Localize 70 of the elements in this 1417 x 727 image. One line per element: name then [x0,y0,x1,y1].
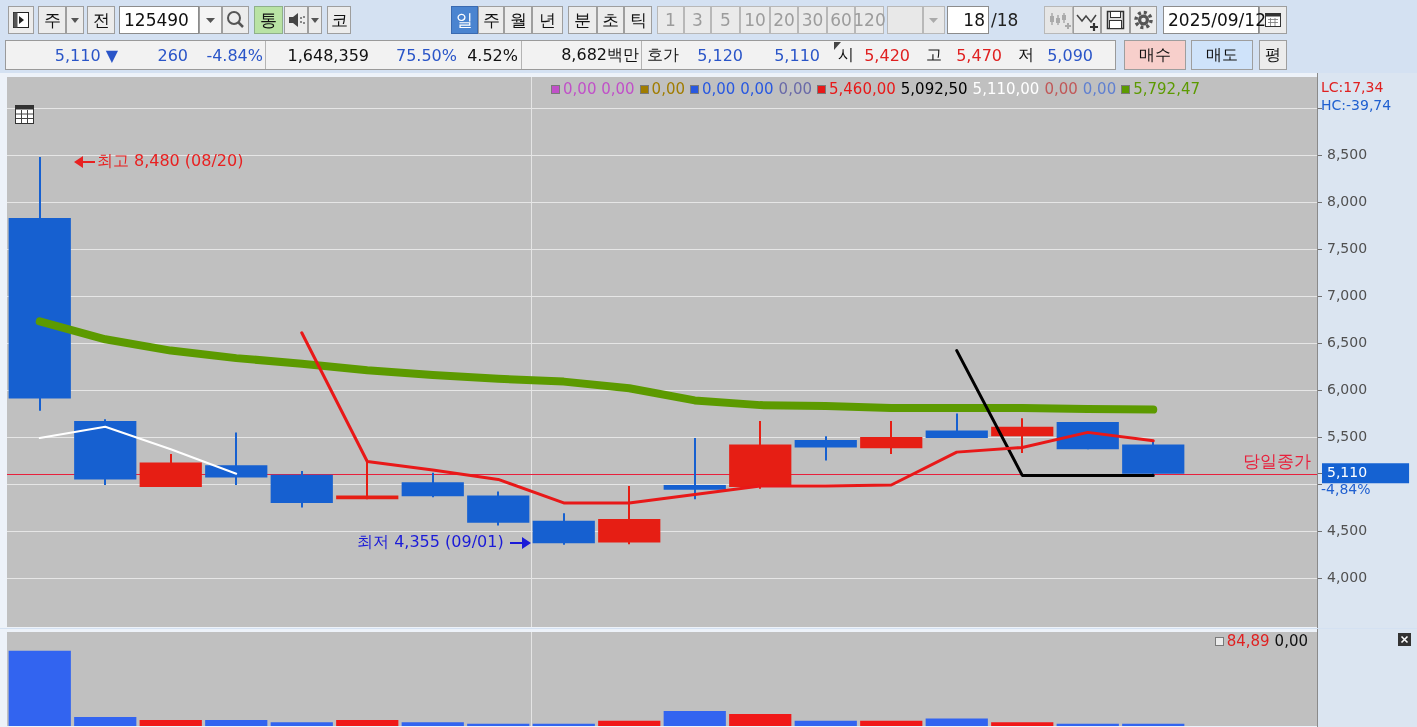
text: 매도 [1191,40,1253,70]
text: 초 [597,6,624,34]
text: 일 [451,6,478,34]
y-tick-label: 8,500 [1327,145,1368,162]
text: 5,090 [1047,44,1093,67]
text: 5,110,00 [972,80,1040,98]
annotation: 최고 8,480 (08/20) [96,151,244,171]
text: 통 [254,6,283,34]
annotation: 최저 4,355 (09/01) [357,531,504,551]
legend-label: 5,792,47 [1133,80,1200,98]
y-tick-label: 4,500 [1327,521,1368,538]
text: 주 [478,6,504,34]
y-tick-label: 8,000 [1327,192,1368,209]
text: 18 [947,6,989,34]
text: 전 [87,6,115,34]
text: 5,110 ▼ [54,44,118,67]
legend-label: 0,00 [1044,80,1078,98]
text: 0,00 [1274,632,1308,650]
y-tick-label: 6,000 [1327,380,1368,397]
text: HC:-39,74 [1321,96,1392,113]
text: 5,470 [956,44,1002,67]
y-tick-label: 4,000 [1327,568,1368,585]
text: 2025/09/12 [1167,9,1266,32]
text: 매수 [1124,40,1186,70]
text: 60 [827,6,855,34]
legend-label: 0,00 [1082,80,1117,98]
text: -4.84% [206,44,263,67]
legend-label: 0,00 [778,80,812,98]
text: LC:17,34 [1321,78,1384,95]
text: 260 [157,44,188,67]
text: 주 [38,6,66,34]
text: 8,682백만 [561,43,639,66]
text: 년 [532,6,563,34]
text: 5,120 [697,44,743,67]
text: 호가 [647,43,679,66]
text: 고 [926,43,942,66]
text: 75.50% [395,44,457,67]
text: -4,84% [1321,481,1371,498]
legend-label: 5,460,00 [829,80,896,98]
text: 5,420 [864,44,910,67]
text: 84,89 [1226,632,1270,650]
y-tick-label: 7,000 [1327,286,1368,303]
y-tick-label: 5,500 [1327,427,1368,444]
text: 125490 [119,6,199,34]
text: 틱 [624,6,652,34]
text: 저 [1018,43,1034,66]
text: 코 [327,6,351,34]
legend-label: 0,00 0,00 [563,80,635,98]
text: 10 [740,6,770,34]
text: 120 [853,6,886,34]
text: 월 [504,6,532,34]
text: 20 [770,6,798,34]
ref-line-label: 당일종가 [1243,450,1311,471]
text: 3 [684,6,711,34]
legend-label: 0,00 0,00 [702,80,774,98]
text: 5 [711,6,740,34]
text: 1,648,359 [287,44,369,67]
y-tick-label: 7,500 [1327,239,1368,256]
text: 분 [568,6,597,34]
legend-label: 0,00 [651,80,686,98]
text: 5,092,50 [900,80,968,98]
text: 평 [1259,40,1287,70]
text: 시 [838,43,854,66]
text: /18 [991,9,1019,32]
text: 30 [798,6,827,34]
text: 4.52% [467,44,518,67]
y-tick-label: 5,110 [1327,464,1368,481]
y-tick-label: 6,500 [1327,333,1368,350]
text: 1 [657,6,684,34]
text: 5,110 [774,44,820,67]
